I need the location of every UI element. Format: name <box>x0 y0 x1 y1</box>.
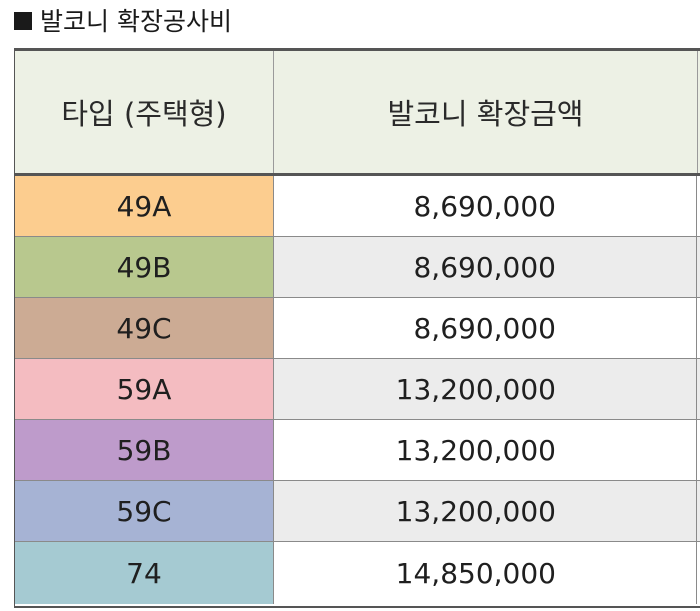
header-type: 타입 (주택형) <box>15 51 274 173</box>
extra-cell <box>697 481 700 541</box>
table-row: 49B 8,690,000 <box>15 237 700 298</box>
square-bullet-icon <box>14 12 32 30</box>
table-row: 59C 13,200,000 <box>15 481 700 542</box>
table-row: 49A 8,690,000 <box>15 176 700 237</box>
type-cell: 74 <box>15 542 274 604</box>
type-cell: 59B <box>15 420 274 480</box>
page-title: 발코니 확장공사비 <box>14 2 232 38</box>
balcony-cost-table: 타입 (주택형) 발코니 확장금액 49A 8,690,000 49B 8,69… <box>14 48 700 608</box>
amount-cell: 8,690,000 <box>274 298 697 358</box>
type-cell: 49A <box>15 176 274 236</box>
amount-cell: 8,690,000 <box>274 237 697 297</box>
amount-cell: 13,200,000 <box>274 420 697 480</box>
table-row: 49C 8,690,000 <box>15 298 700 359</box>
amount-cell: 8,690,000 <box>274 176 697 236</box>
amount-cell: 13,200,000 <box>274 359 697 419</box>
table-header: 타입 (주택형) 발코니 확장금액 <box>15 51 700 176</box>
type-cell: 49C <box>15 298 274 358</box>
page-title-text: 발코니 확장공사비 <box>40 7 232 36</box>
extra-cell <box>697 237 700 297</box>
table-row: 59B 13,200,000 <box>15 420 700 481</box>
extra-cell <box>697 359 700 419</box>
table-row: 59A 13,200,000 <box>15 359 700 420</box>
type-cell: 59A <box>15 359 274 419</box>
table-row: 74 14,850,000 <box>15 542 700 604</box>
amount-cell: 13,200,000 <box>274 481 697 541</box>
type-cell: 49B <box>15 237 274 297</box>
amount-cell: 14,850,000 <box>274 542 697 604</box>
header-amount: 발코니 확장금액 <box>274 51 698 173</box>
type-cell: 59C <box>15 481 274 541</box>
